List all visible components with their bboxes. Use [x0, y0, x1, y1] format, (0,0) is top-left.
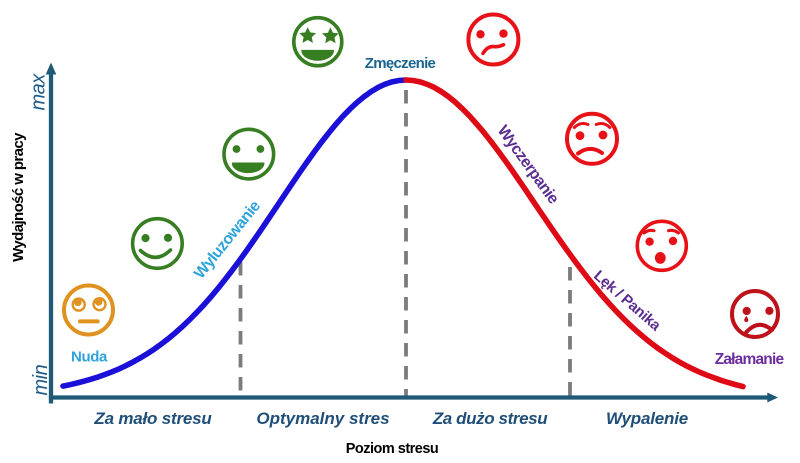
svg-text:Zmęczenie: Zmęczenie [365, 55, 436, 72]
svg-text:Optymalny stres: Optymalny stres [256, 409, 389, 428]
svg-text:Wydajność w pracy: Wydajność w pracy [10, 132, 27, 262]
svg-text:Nuda: Nuda [71, 349, 108, 366]
svg-text:Poziom stresu: Poziom stresu [346, 441, 439, 457]
svg-text:Załamanie: Załamanie [715, 351, 785, 368]
svg-text:Wypalenie: Wypalenie [606, 409, 688, 428]
svg-text:max: max [28, 73, 50, 111]
svg-text:min: min [30, 364, 52, 395]
svg-text:Za dużo stresu: Za dużo stresu [432, 409, 548, 428]
svg-text:Za mało stresu: Za mało stresu [93, 409, 212, 428]
